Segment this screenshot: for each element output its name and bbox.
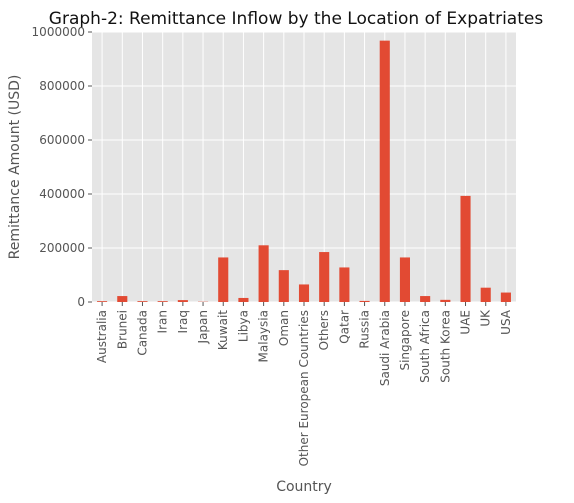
x-tick-label: Japan	[196, 310, 210, 344]
x-tick-label: Iraq	[176, 310, 190, 333]
x-tick-label: Canada	[135, 310, 149, 356]
x-tick-label: Oman	[277, 310, 291, 346]
bar	[500, 292, 511, 302]
y-tick-label: 400000	[39, 187, 85, 201]
x-tick-label: Malaysia	[257, 310, 271, 362]
bar	[480, 287, 491, 302]
y-tick-label: 0	[77, 295, 85, 309]
bar	[97, 301, 108, 302]
bar	[379, 40, 390, 302]
bar	[117, 296, 128, 302]
x-axis-label: Country	[276, 479, 332, 495]
x-axis-ticks: Australia Brunei Canada Iran Iraq Japan Kuwait…	[95, 302, 513, 466]
x-tick-label: Australia	[95, 310, 109, 363]
y-axis-ticks: 0 200000 400000 600000 800000 1000000	[32, 25, 92, 309]
x-tick-label: UAE	[459, 310, 473, 335]
bar	[319, 252, 330, 302]
bar	[359, 300, 370, 302]
bar	[157, 301, 168, 302]
x-tick-label: Others	[317, 310, 331, 350]
y-tick-label: 1000000	[32, 25, 85, 39]
bar	[420, 296, 431, 302]
bars	[97, 40, 511, 302]
bar	[278, 270, 289, 302]
y-axis-label: Remittance Amount (USD)	[7, 75, 23, 260]
bar	[238, 297, 249, 302]
x-tick-label: Russia	[358, 310, 372, 349]
x-tick-label: Saudi Arabia	[378, 310, 392, 386]
x-tick-label: UK	[479, 309, 493, 327]
chart-title: Graph-2: Remittance Inflow by the Locati…	[49, 9, 544, 29]
bar	[218, 257, 229, 302]
y-tick-label: 800000	[39, 79, 85, 93]
y-tick-label: 200000	[39, 241, 85, 255]
x-tick-label: South Korea	[438, 310, 452, 383]
x-tick-label: Iran	[156, 310, 170, 333]
bar	[460, 195, 471, 302]
x-tick-label: Qatar	[337, 310, 351, 344]
x-tick-label: South Africa	[418, 310, 432, 383]
bar	[298, 284, 310, 302]
x-tick-label: Kuwait	[216, 310, 230, 350]
x-tick-label: Brunei	[115, 310, 129, 349]
x-tick-label: Other European Countries	[297, 310, 311, 466]
bar	[440, 299, 451, 302]
bar	[137, 301, 148, 302]
bar	[258, 245, 269, 302]
x-tick-label: Singapore	[398, 310, 412, 371]
bar	[339, 267, 350, 302]
x-tick-label: USA	[499, 309, 513, 335]
bar	[177, 300, 188, 302]
y-tick-label: 600000	[39, 133, 85, 147]
bar	[399, 257, 410, 302]
x-tick-label: Libya	[236, 310, 250, 342]
